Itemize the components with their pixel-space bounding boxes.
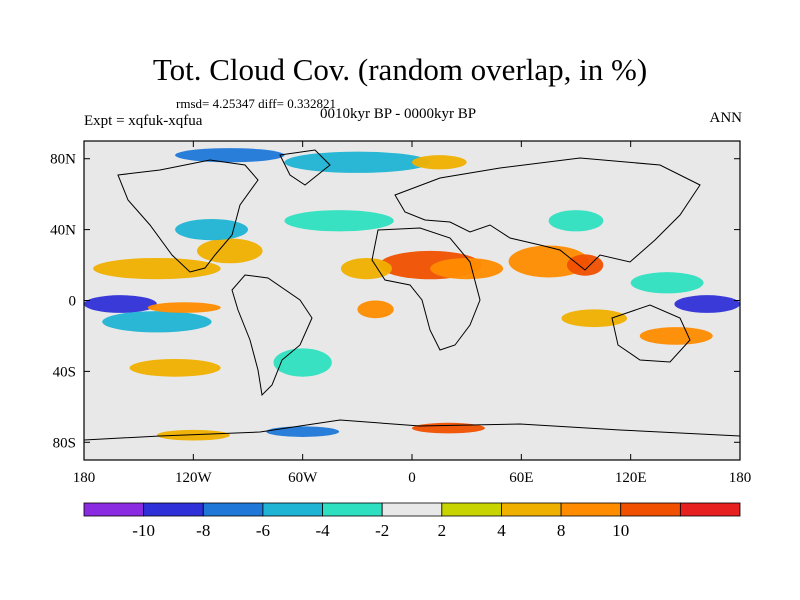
anomaly-patch-21 <box>412 155 467 170</box>
colorbar-label-7: 8 <box>557 521 566 540</box>
anomaly-patch-8 <box>102 311 212 333</box>
colorbar-label-2: -6 <box>256 521 270 540</box>
anomaly-patch-23 <box>412 422 485 434</box>
x-tick-label-4: 60E <box>509 470 533 486</box>
colorbar-box-1 <box>143 502 204 517</box>
colorbar-label-6: 4 <box>497 521 506 540</box>
coast-north-america <box>117 159 259 273</box>
y-tick-label-4: 80S <box>53 435 76 451</box>
colorbar-label-1: -8 <box>196 521 210 540</box>
chart-title: Tot. Cloud Cov. (random overlap, in %) <box>152 52 648 87</box>
coast-antarctica <box>84 419 740 441</box>
colorbar-box-6 <box>441 502 502 517</box>
x-tick-label-5: 120E <box>615 470 647 486</box>
anomaly-patch-19 <box>548 210 604 232</box>
y-tick-label-0: 80N <box>50 152 76 168</box>
anomaly-patch-9 <box>147 302 221 313</box>
coast-south-america <box>231 274 313 397</box>
colorbar: -10 -8 -6 -4 -2 2 4 8 10 <box>83 502 741 540</box>
anomaly-field <box>84 148 740 441</box>
x-tick-label-2: 60W <box>288 470 318 486</box>
colorbar-label-8: 10 <box>612 521 629 540</box>
anomaly-patch-17 <box>284 210 394 232</box>
x-tick-label-6: 180 <box>729 470 752 486</box>
y-tick-label-1: 40N <box>50 223 76 239</box>
colorbar-box-9 <box>620 502 681 517</box>
colorbar-box-8 <box>560 502 622 517</box>
coast-africa <box>371 227 481 351</box>
anomaly-patch-13 <box>561 309 628 328</box>
experiment-label: Expt = xqfuk-xqfua <box>84 113 203 129</box>
anomaly-patch-4 <box>340 257 392 280</box>
colorbar-box-10 <box>679 502 741 517</box>
colorbar-box-2 <box>202 502 264 517</box>
stats-label: rmsd= 4.25347 diff= 0.332821 <box>176 96 336 111</box>
anomaly-patch-20 <box>284 151 431 173</box>
plot-background <box>84 141 740 460</box>
y-tick-label-3: 40S <box>53 364 76 380</box>
anomaly-patch-15 <box>129 358 221 377</box>
season-label: ANN <box>709 110 743 126</box>
anomaly-patch-1 <box>430 257 504 280</box>
anomaly-patch-14 <box>273 348 332 377</box>
colorbar-box-4 <box>322 502 383 517</box>
anomaly-patch-18 <box>175 218 248 241</box>
anomaly-patch-6 <box>196 238 263 264</box>
colorbar-label-3: -4 <box>315 521 330 540</box>
anomaly-patch-12 <box>639 327 713 345</box>
anomaly-patch-24 <box>266 426 340 437</box>
coastlines <box>84 149 740 441</box>
anomaly-patch-16 <box>357 300 394 319</box>
colorbar-box-7 <box>501 502 562 517</box>
x-tick-label-0: 180 <box>73 470 96 486</box>
anomaly-patch-3 <box>566 254 604 276</box>
anomaly-patch-25 <box>156 429 230 441</box>
coast-australia <box>611 304 691 363</box>
anomaly-patch-22 <box>175 148 285 163</box>
coast-greenland <box>279 149 331 186</box>
anomaly-patch-11 <box>630 272 704 294</box>
colorbar-box-0 <box>83 502 145 517</box>
colorbar-label-5: 2 <box>438 521 447 540</box>
period-label: 0010kyr BP - 0000kyr BP <box>320 106 477 122</box>
colorbar-label-4: -2 <box>375 521 389 540</box>
coast-eurasia <box>394 157 701 271</box>
x-tick-label-1: 120W <box>175 470 213 486</box>
anomaly-patch-10 <box>674 295 740 313</box>
y-tick-label-2: 0 <box>69 294 77 310</box>
colorbar-box-3 <box>262 502 323 517</box>
colorbar-label-0: -10 <box>132 521 155 540</box>
x-tick-label-3: 0 <box>408 470 416 486</box>
colorbar-box-5 <box>381 502 443 517</box>
axes: 180 120W 60W 0 60E 120E 180 80N 40N 0 40S 80S <box>50 141 751 486</box>
anomaly-patch-5 <box>93 257 221 280</box>
anomaly-patch-7 <box>84 295 157 313</box>
